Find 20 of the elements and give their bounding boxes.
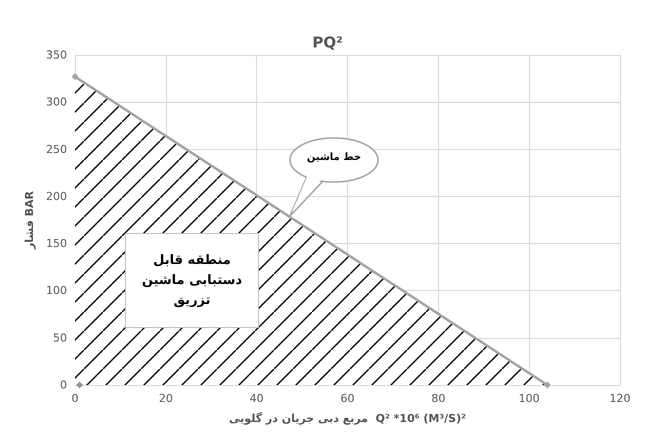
y-tick-label: 0 bbox=[60, 378, 67, 392]
y-tick-label: 200 bbox=[46, 190, 67, 203]
x-tick-label: 20 bbox=[158, 392, 173, 405]
x-tick-label: 40 bbox=[250, 392, 264, 405]
y-tick-label: 50 bbox=[53, 331, 67, 344]
y-tick-label: 100 bbox=[46, 284, 67, 298]
x-tick-label: 100 bbox=[518, 392, 540, 405]
annotation: خط ماشین bbox=[306, 152, 362, 163]
x-tick-label: 60 bbox=[340, 392, 354, 405]
y-tick-label: 350 bbox=[46, 48, 67, 62]
y-tick-label: 250 bbox=[46, 142, 67, 156]
x-tick-label: 0 bbox=[72, 392, 78, 405]
text-box: منطقه قابل دستبابی ماشین تزریق bbox=[125, 233, 259, 328]
x-tick-label: 80 bbox=[431, 392, 446, 405]
y-tick-label: 150 bbox=[46, 237, 67, 250]
x-axis-title: مربع دبی جریان در گلویی Q² *10⁶ (M³/S)² bbox=[229, 412, 466, 425]
y-axis-title: فشار BAR bbox=[23, 190, 36, 250]
chart-title: PQ² bbox=[312, 34, 343, 52]
y-tick-label: 300 bbox=[46, 96, 67, 109]
x-tick-label: 120 bbox=[610, 392, 630, 405]
